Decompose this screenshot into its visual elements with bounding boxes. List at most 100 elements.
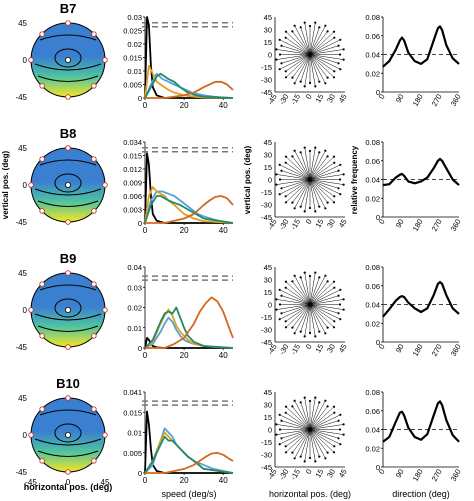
quiver-vector-tip: [284, 201, 288, 204]
quiver-vector-tip: [275, 173, 278, 176]
quiver-vector-tip: [291, 155, 294, 158]
quiver-vector: [285, 429, 311, 447]
quiver-vector-tip: [314, 21, 317, 24]
quiver-vector-tip: [278, 413, 281, 416]
quiver-vector: [309, 400, 326, 430]
quiver-vector-tip: [314, 85, 317, 88]
dir-y-tick-label: 0.08: [365, 138, 380, 147]
quiver-vector-tip: [284, 70, 287, 73]
quiver-vector: [309, 304, 316, 337]
quiver-vector-tip: [303, 21, 306, 24]
quiver-vector-tip: [293, 207, 296, 210]
quiver-vector-tip: [337, 169, 340, 172]
speed-x-tick-label: 0: [143, 226, 148, 235]
dir-series: [382, 25, 460, 68]
dir-x-tick-label: 360: [449, 218, 463, 233]
row-title: B8: [60, 126, 77, 141]
quiver-vector-tip: [284, 411, 287, 414]
speed-series-yellow: [144, 186, 234, 224]
quiver-y-tick-label: -30: [261, 201, 272, 210]
speed-y-tick-label: 0.01: [127, 324, 142, 333]
contour-line: [54, 48, 82, 68]
quiver-vector: [309, 54, 341, 70]
quiver-vector: [300, 277, 311, 305]
dir-y-tick-label: 0.08: [365, 263, 380, 272]
quiver-vector-tip: [324, 274, 327, 277]
quiver-vector: [309, 54, 326, 84]
quiver-x-tick-label: 30: [325, 343, 337, 355]
quiver-vector: [279, 414, 311, 430]
speed-x-tick-label: 40: [219, 351, 228, 360]
quiver-vector: [300, 179, 311, 207]
row-title: B10: [56, 376, 80, 391]
quiver-vector: [279, 39, 311, 55]
fixation-marker: [65, 431, 72, 438]
border-marker: [65, 469, 71, 475]
quiver-vector-tip: [284, 445, 287, 448]
quiver-vector-tip: [280, 419, 283, 422]
dir-y-tick-label: 0.02: [365, 319, 380, 328]
quiver-x-tick-label: 0: [304, 468, 314, 476]
quiver-y-tick-label: -15: [261, 63, 272, 72]
quiver-vector: [309, 406, 328, 430]
quiver-vector-tip: [291, 451, 294, 454]
quiver-vector-tip: [339, 288, 342, 291]
quiver-vector: [285, 287, 311, 305]
quiver-vector: [281, 429, 311, 439]
quiver-vector-tip: [326, 280, 329, 283]
quiver-vector: [304, 397, 311, 430]
speed-y-tick-label: 0.005: [123, 81, 142, 90]
quiver-vector: [292, 281, 311, 305]
quiver-vector: [309, 147, 316, 180]
border-marker: [91, 333, 97, 339]
dir-x-tick-label: 360: [449, 343, 463, 358]
quiver-vector: [309, 152, 320, 180]
quiver-vector-tip: [303, 210, 306, 213]
quiver-vector: [304, 179, 311, 212]
quiver-vector-tip: [337, 62, 340, 65]
quiver-vector: [285, 304, 311, 328]
contour-line: [54, 173, 82, 193]
quiver-vector-tip: [324, 207, 327, 210]
dir-y-tick-label: 0.04: [365, 301, 380, 310]
quiver-vector: [309, 281, 328, 305]
quiver-vector-tip: [324, 457, 327, 460]
border-marker: [102, 307, 108, 313]
quiver-vector: [285, 31, 311, 55]
quiver-vector: [279, 289, 311, 305]
quiver-vector-tip: [342, 48, 345, 51]
quiver-vector-tip: [332, 76, 336, 79]
dir-y-tick-label: 0.04: [365, 176, 380, 185]
contour-line: [39, 284, 97, 291]
quiver-vector: [309, 54, 344, 60]
quiver-vector-tip: [299, 205, 302, 208]
quiver-vector-tip: [280, 312, 283, 315]
quiver-vector: [285, 156, 311, 180]
quiver-vector: [309, 402, 320, 430]
quiver-x-tick-label: 30: [325, 468, 337, 480]
quiver-y-tick-label: 0: [268, 176, 272, 185]
dir-x-tick-label: 90: [394, 343, 406, 355]
speed-x-tick-label: 0: [143, 101, 148, 110]
quiver-vector-tip: [284, 280, 288, 283]
quiver-y-tick-label: 0: [268, 51, 272, 60]
map-x-label: horizontal pos. (deg): [24, 482, 113, 492]
quiver-vector-tip: [314, 146, 317, 149]
speed-y-tick-label: 0.006: [123, 192, 142, 201]
quiver-vector: [292, 54, 311, 78]
quiver-vector-tip: [299, 276, 302, 279]
contour-line: [39, 409, 97, 416]
quiver-vector: [309, 170, 339, 180]
quiver-vector-tip: [280, 294, 283, 297]
quiver-vector-tip: [339, 443, 342, 446]
speed-y-tick-label: 0: [138, 344, 142, 353]
quiver-vector: [309, 54, 335, 78]
quiver-vector-tip: [280, 44, 283, 47]
quiver-vector-tip: [291, 326, 294, 329]
contour-line: [34, 63, 102, 71]
dir-x-tick-label: 180: [411, 343, 425, 358]
fixation-marker: [65, 57, 72, 64]
quiver-vector: [300, 27, 311, 55]
quiver-vector: [309, 54, 335, 72]
quiver-vector-tip: [339, 163, 342, 166]
